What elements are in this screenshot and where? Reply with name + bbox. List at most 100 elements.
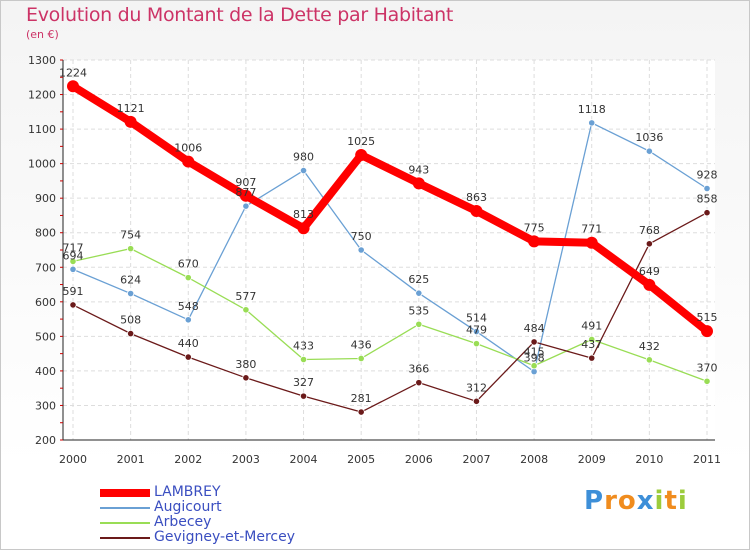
data-point (645, 240, 653, 248)
data-label: 548 (178, 300, 199, 313)
data-label: 771 (581, 223, 602, 236)
legend-swatch (100, 489, 150, 497)
data-label: 370 (697, 361, 718, 374)
data-point (299, 355, 308, 364)
data-point (701, 325, 713, 338)
data-label: 432 (639, 340, 660, 353)
data-point (127, 289, 135, 298)
data-point (415, 379, 423, 387)
data-point (472, 397, 481, 405)
proxiti-logo: Proxiti (584, 486, 688, 516)
series-line-arbecey (72, 247, 708, 382)
data-point (184, 316, 192, 324)
data-label: 312 (466, 381, 487, 394)
data-point (645, 356, 653, 364)
y-tick-label: 300 (35, 399, 56, 412)
y-tick-label: 600 (35, 296, 56, 309)
logo-letter: o (617, 486, 637, 516)
y-tick-label: 1300 (28, 54, 56, 67)
legend-label: Arbecey (154, 514, 212, 530)
data-label: 750 (351, 230, 372, 243)
data-label: 775 (524, 221, 545, 234)
chart-subtitle: (en €) (26, 28, 59, 41)
data-label: 440 (178, 337, 199, 350)
data-point (242, 374, 250, 382)
data-label: 928 (697, 169, 718, 182)
x-tick-label: 2010 (635, 453, 663, 466)
data-label: 1006 (174, 142, 202, 155)
logo-letter: x (636, 486, 655, 516)
data-label: 670 (178, 258, 199, 271)
data-point (472, 340, 481, 348)
data-point (182, 155, 195, 168)
data-label: 380 (235, 358, 256, 371)
data-point (242, 202, 250, 210)
data-point (415, 289, 423, 297)
logo-letter: r (604, 486, 618, 516)
x-tick-label: 2005 (347, 453, 375, 466)
data-label: 535 (408, 304, 429, 317)
data-point (585, 236, 598, 249)
data-label: 398 (524, 352, 545, 365)
data-label: 327 (293, 376, 314, 389)
data-label: 754 (120, 229, 141, 242)
data-label: 577 (235, 290, 256, 303)
legend-swatch (100, 507, 150, 509)
series-line-gevigney-et-mercey (72, 212, 708, 413)
data-label: 437 (581, 338, 602, 351)
data-point (242, 306, 250, 314)
data-point (645, 147, 653, 155)
y-tick-label: 700 (35, 261, 56, 274)
x-tick-label: 2003 (232, 453, 260, 466)
x-tick-label: 2008 (520, 453, 548, 466)
x-tick-label: 2007 (462, 453, 490, 466)
data-point (127, 245, 135, 253)
data-label: 281 (351, 392, 372, 405)
data-label: 980 (293, 151, 314, 164)
data-point (470, 204, 483, 217)
data-point (588, 119, 596, 127)
data-point (588, 354, 596, 362)
data-label: 479 (466, 324, 487, 337)
data-point (703, 377, 711, 385)
data-point (643, 278, 656, 291)
data-label: 484 (524, 322, 545, 335)
data-label: 491 (581, 319, 602, 332)
data-point (127, 329, 135, 338)
data-point (528, 235, 541, 248)
data-label: 436 (351, 338, 372, 351)
data-label: 625 (408, 273, 429, 286)
data-point (415, 320, 423, 328)
data-label: 907 (235, 176, 256, 189)
data-label: 1118 (578, 103, 606, 116)
data-point (239, 189, 252, 202)
x-tick-label: 2004 (290, 453, 318, 466)
data-label: 1025 (347, 135, 375, 148)
y-tick-label: 400 (35, 365, 56, 378)
legend-item: Arbecey (100, 514, 360, 531)
data-label: 1036 (635, 131, 663, 144)
data-label: 813 (293, 208, 314, 221)
data-point (357, 354, 365, 363)
legend-item: LAMBREY (100, 484, 360, 501)
logo-letter: P (584, 486, 605, 516)
data-label: 1224 (59, 66, 87, 79)
data-label: 415 (524, 346, 545, 359)
x-tick-label: 2011 (693, 453, 721, 466)
data-point (530, 362, 538, 370)
data-point (703, 209, 711, 217)
y-tick-label: 1200 (28, 89, 56, 102)
y-tick-label: 200 (35, 434, 56, 447)
x-tick-label: 2001 (117, 453, 145, 466)
data-point (357, 408, 365, 416)
data-label: 649 (639, 265, 660, 278)
data-point (357, 246, 365, 254)
data-point (412, 177, 425, 190)
data-point (69, 265, 77, 273)
data-label: 858 (697, 193, 718, 206)
plot-area (63, 60, 715, 440)
x-tick-label: 2002 (174, 453, 202, 466)
logo-letter: i (654, 486, 665, 516)
legend-label: Augicourt (154, 499, 222, 515)
data-point (124, 115, 137, 128)
